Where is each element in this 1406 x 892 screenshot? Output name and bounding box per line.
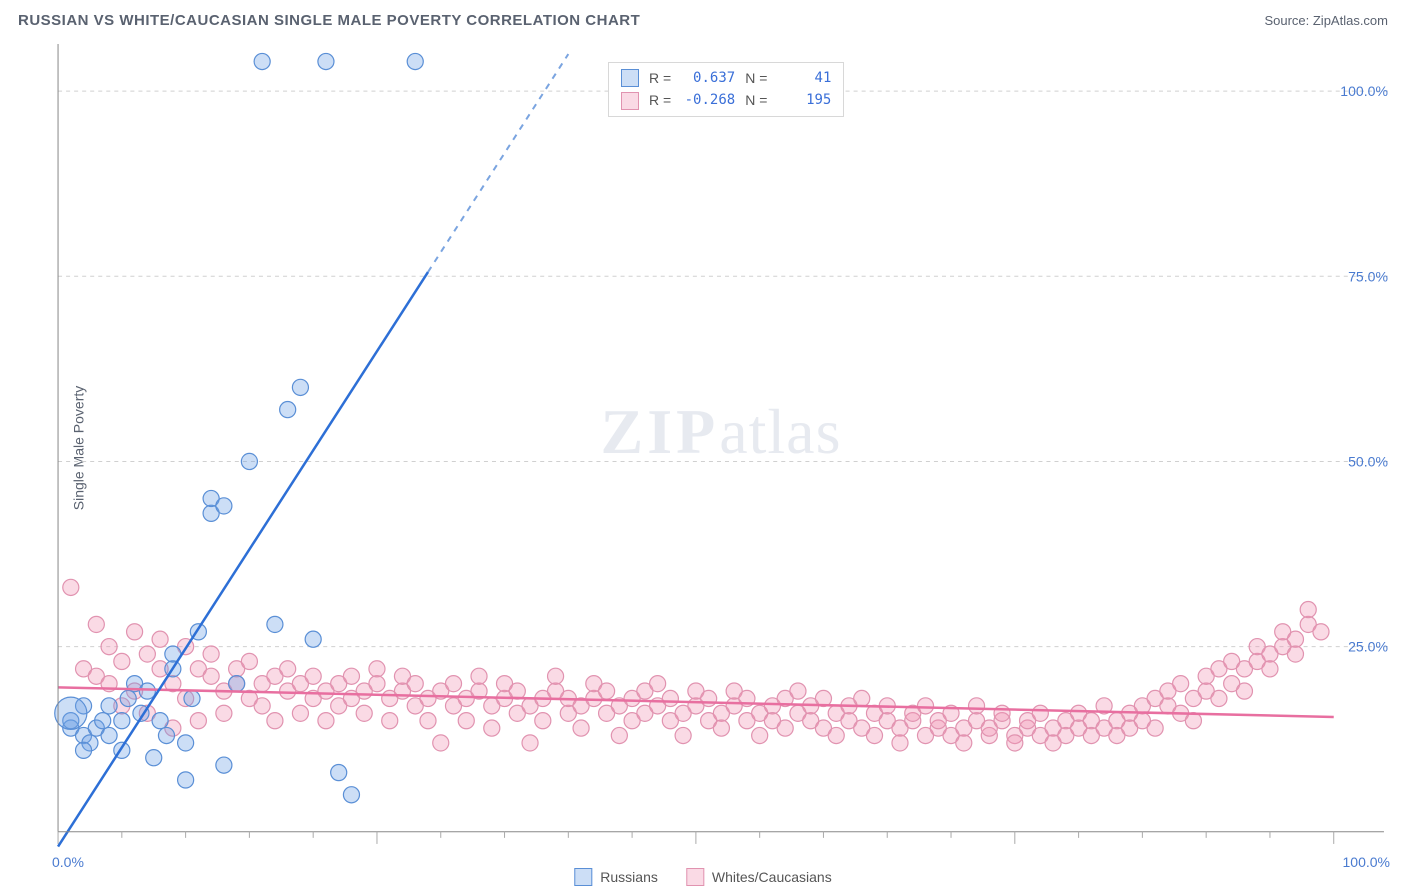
r-label: R = xyxy=(649,67,671,89)
legend-label-whites: Whites/Caucasians xyxy=(712,869,832,885)
svg-text:50.0%: 50.0% xyxy=(1348,453,1388,469)
n-label: N = xyxy=(745,67,767,89)
series-legend: Russians Whites/Caucasians xyxy=(574,868,831,886)
svg-text:100.0%: 100.0% xyxy=(1340,83,1388,99)
x-axis-max-label: 100.0% xyxy=(1343,854,1390,870)
source-label: Source: xyxy=(1264,13,1312,28)
legend-label-russians: Russians xyxy=(600,869,658,885)
legend-item-whites: Whites/Caucasians xyxy=(686,868,832,886)
legend-item-russians: Russians xyxy=(574,868,658,886)
scatter-plot: 25.0% 50.0% 75.0% 100.0% xyxy=(48,44,1394,852)
r-label: R = xyxy=(649,89,671,111)
legend-row-russians: R = 0.637 N = 41 xyxy=(621,67,831,89)
r-value-whites: -0.268 xyxy=(681,89,735,111)
svg-text:25.0%: 25.0% xyxy=(1348,639,1388,655)
r-value-russians: 0.637 xyxy=(681,67,735,89)
swatch-russians-icon xyxy=(574,868,592,886)
chart-title: RUSSIAN VS WHITE/CAUCASIAN SINGLE MALE P… xyxy=(18,12,640,29)
x-axis-min-label: 0.0% xyxy=(52,854,84,870)
chart-area: Single Male Poverty 25.0%50.0%75.0%100.0… xyxy=(48,44,1394,852)
swatch-russians-icon xyxy=(621,69,639,87)
swatch-whites-icon xyxy=(621,92,639,110)
n-value-whites: 195 xyxy=(777,89,831,111)
legend-row-whites: R = -0.268 N = 195 xyxy=(621,89,831,111)
swatch-whites-icon xyxy=(686,868,704,886)
n-label: N = xyxy=(745,89,767,111)
n-value-russians: 41 xyxy=(777,67,831,89)
source-attribution: Source: ZipAtlas.com xyxy=(1264,13,1388,28)
source-link[interactable]: ZipAtlas.com xyxy=(1313,13,1388,28)
correlation-legend: R = 0.637 N = 41 R = -0.268 N = 195 xyxy=(608,62,844,117)
svg-text:75.0%: 75.0% xyxy=(1348,268,1388,284)
